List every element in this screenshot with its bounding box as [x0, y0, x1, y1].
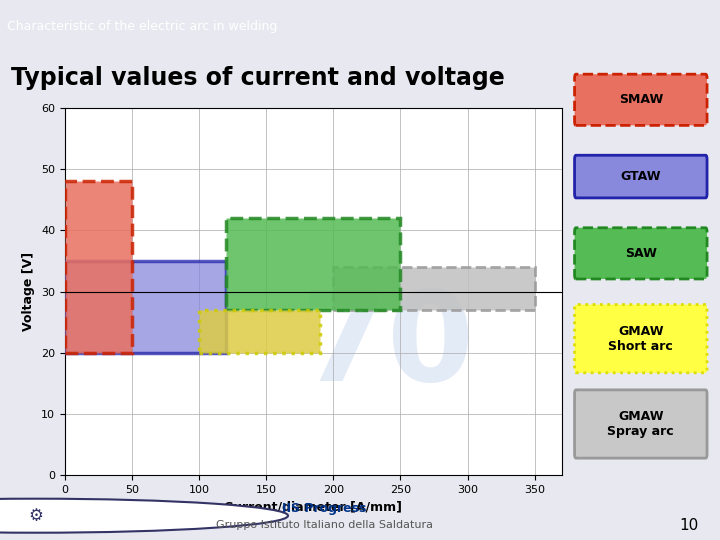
Text: 10: 10 [679, 518, 698, 533]
FancyBboxPatch shape [575, 390, 707, 458]
Text: GMAW
Spray arc: GMAW Spray arc [608, 410, 674, 438]
Bar [333, 267, 535, 310]
Bar [65, 181, 132, 353]
Text: GTAW: GTAW [621, 170, 661, 183]
FancyBboxPatch shape [575, 156, 707, 198]
Text: 70: 70 [301, 286, 474, 407]
Text: Characteristic of the electric arc in welding: Characteristic of the electric arc in we… [7, 20, 278, 33]
FancyBboxPatch shape [575, 305, 707, 373]
Text: GMAW
Short arc: GMAW Short arc [608, 325, 673, 353]
X-axis label: Current/diameter [A/mm]: Current/diameter [A/mm] [224, 501, 402, 514]
FancyBboxPatch shape [575, 74, 707, 125]
Circle shape [0, 499, 288, 532]
Text: IIS Progress: IIS Progress [282, 502, 366, 515]
Y-axis label: Voltage [V]: Voltage [V] [22, 252, 35, 331]
Bar [65, 261, 226, 353]
Bar [199, 310, 320, 353]
Text: SMAW: SMAW [618, 93, 663, 106]
FancyBboxPatch shape [575, 228, 707, 279]
Bar [226, 218, 400, 310]
Text: Gruppo Istituto Italiano della Saldatura: Gruppo Istituto Italiano della Saldatura [215, 521, 433, 530]
Text: ⚙: ⚙ [29, 507, 43, 525]
Text: SAW: SAW [625, 247, 657, 260]
Text: Typical values of current and voltage: Typical values of current and voltage [12, 66, 505, 90]
